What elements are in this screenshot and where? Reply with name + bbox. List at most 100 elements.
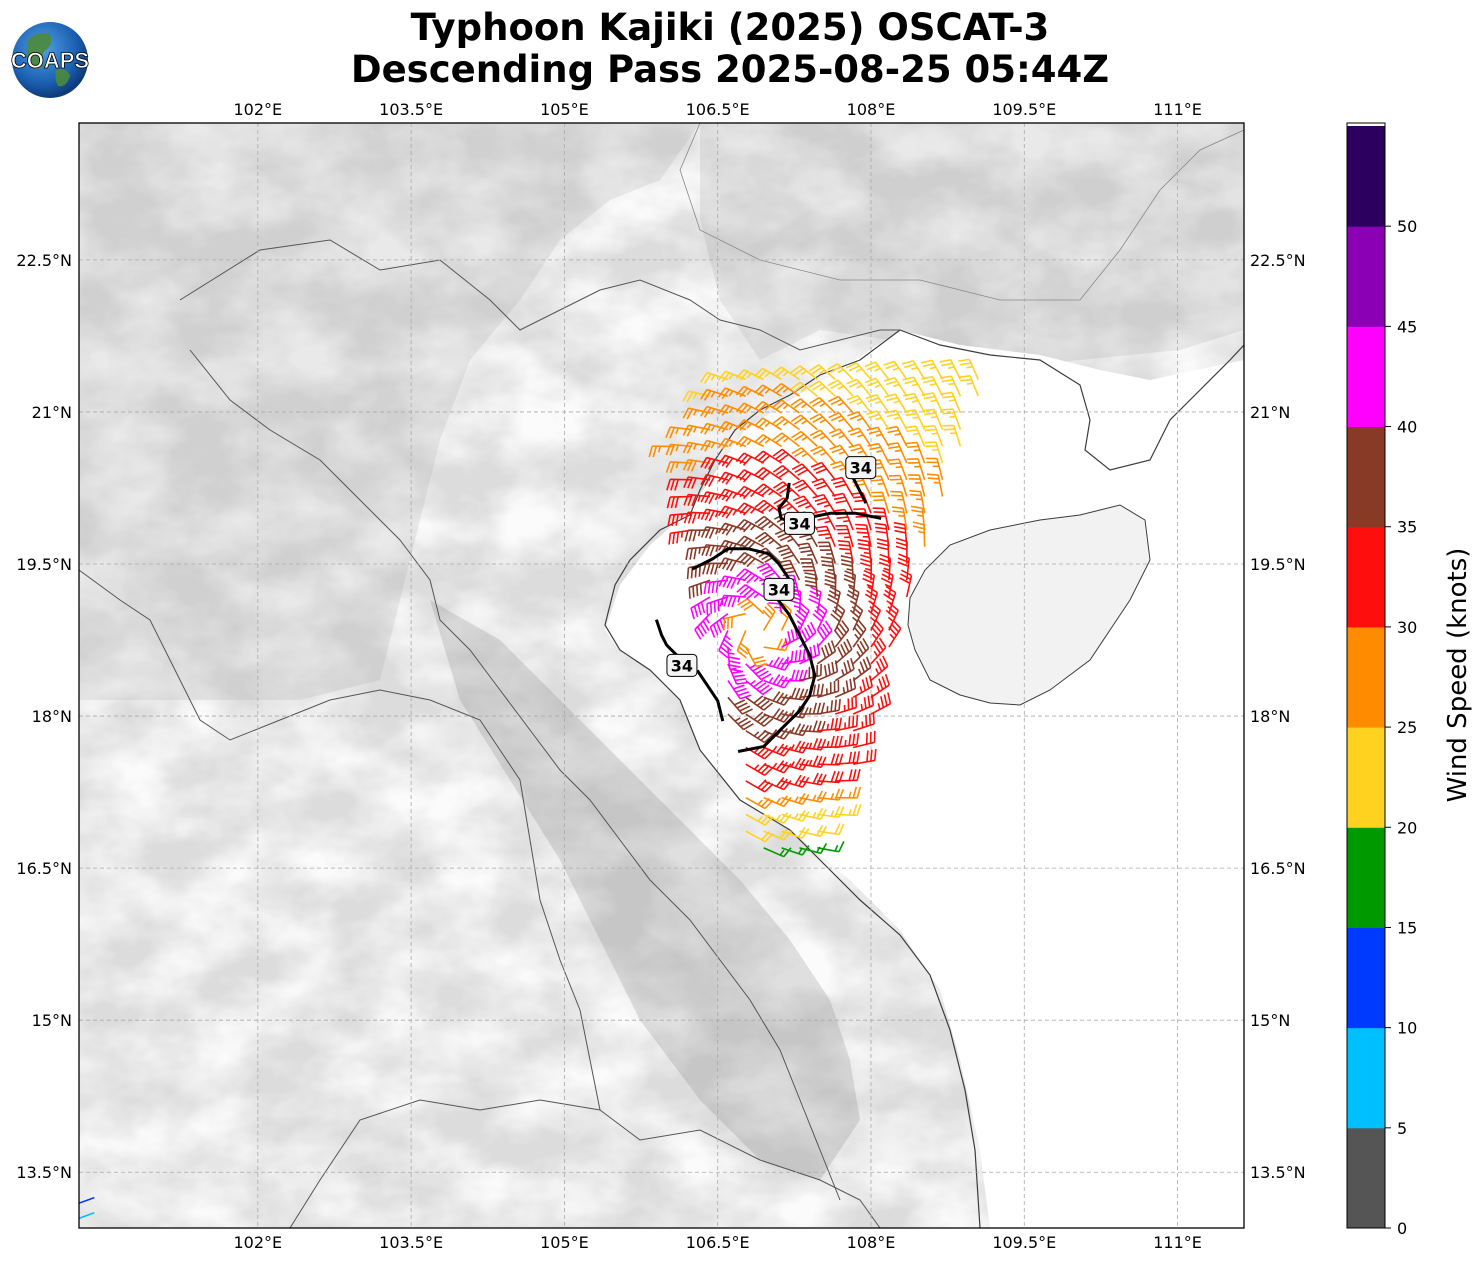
wind-barb-46 — [835, 714, 859, 732]
wind-barb-303 — [735, 369, 765, 381]
wind-barb-229 — [791, 447, 818, 464]
wind-barb-297 — [902, 376, 926, 397]
wind-barb-66 — [727, 680, 752, 700]
wind-barb-127 — [688, 579, 711, 599]
wind-barb-94 — [718, 630, 734, 659]
wind-barb-5 — [763, 828, 792, 841]
wind-barb-181 — [717, 505, 747, 519]
wind-barb-83 — [870, 637, 887, 665]
wind-barb-282 — [903, 392, 926, 414]
wind-barb-121 — [804, 572, 819, 597]
wind-barb-241 — [717, 437, 747, 450]
wind-barb-166 — [700, 526, 729, 539]
wind-barb-227 — [754, 450, 783, 464]
wind-barb-53 — [817, 698, 841, 715]
wind-barb-309 — [845, 362, 872, 381]
lon-labels-top: 102°E 103.5°E 105°E 106.5°E 108°E 109.5°E 111°… — [234, 100, 1202, 119]
wind-barb-280 — [865, 393, 890, 414]
wind-barb-265 — [866, 410, 890, 431]
contour-segment-5 — [654, 619, 678, 657]
colorbar-band-2 — [1347, 927, 1385, 1029]
wind-barb-169 — [754, 515, 783, 531]
wind-barb-54 — [834, 696, 858, 715]
wind-barb-28 — [763, 760, 792, 774]
wind-barb-233 — [867, 442, 890, 464]
wind-barb-196 — [735, 485, 765, 500]
wind-barb-144 — [776, 544, 801, 564]
wind-barb-214 — [791, 463, 818, 481]
wind-barb-168 — [735, 519, 765, 533]
wind-barb-47 — [852, 712, 875, 732]
wind-barb-55 — [852, 693, 875, 715]
wind-barb-87 — [781, 625, 802, 648]
wind-barb-151 — [685, 545, 711, 561]
colorbar-band-8 — [1347, 326, 1385, 428]
wind-barb-40 — [852, 730, 876, 749]
svg-text:34: 34 — [850, 459, 872, 478]
wind-barb-59 — [763, 691, 792, 706]
wind-barb-236 — [924, 441, 944, 464]
wind-barb-129 — [718, 575, 746, 589]
wind-barb-57 — [727, 696, 753, 715]
lat-label-right: 13.5°N — [1250, 1163, 1306, 1182]
wind-barb-56 — [870, 692, 892, 715]
wind-barb-253 — [942, 424, 962, 447]
wind-barb-147 — [837, 540, 854, 564]
wind-barb-16 — [763, 795, 792, 808]
lat-label-left: 19.5°N — [16, 555, 72, 574]
wind-barb-259 — [753, 417, 782, 431]
colorbar-band-1 — [1347, 1027, 1385, 1129]
wind-barb-124 — [862, 569, 876, 598]
wind-barb-268 — [922, 408, 944, 430]
wind-barb-24 — [799, 772, 827, 786]
wind-barb-67 — [745, 679, 773, 696]
wind-barb-190 — [890, 490, 908, 514]
wind-barb-285 — [682, 390, 711, 403]
wind-barb-281 — [884, 393, 908, 414]
wind-barb-307 — [808, 364, 836, 381]
lon-label-top: 105°E — [540, 100, 589, 119]
wind-barb-254 — [665, 426, 693, 439]
wind-barb-288 — [735, 385, 765, 398]
wind-barb-140 — [702, 562, 728, 575]
colorbar-tick-label: 45 — [1397, 317, 1417, 336]
wind-barb-88 — [798, 621, 817, 648]
wind-barb-101 — [849, 602, 864, 631]
wind-barb-105 — [709, 613, 729, 638]
wind-barb-249 — [866, 426, 890, 447]
wind-barb-239 — [682, 441, 711, 454]
lat-label-right: 21°N — [1250, 403, 1290, 422]
wind-barb-177 — [910, 505, 926, 531]
wind-barb-90 — [833, 620, 850, 648]
logo-text: COAPS — [11, 48, 89, 73]
wind-barb-296 — [883, 376, 908, 397]
wind-barb-201 — [830, 476, 854, 497]
contour-label-2: 34 — [763, 577, 795, 601]
wind-barb-194 — [700, 491, 729, 505]
wind-barb-275 — [772, 399, 800, 414]
wind-barb-30 — [799, 755, 827, 769]
wind-barb-261 — [790, 414, 818, 431]
wind-barb-136 — [860, 554, 873, 581]
wind-barb-76 — [745, 663, 772, 681]
hainan-island — [907, 504, 1151, 706]
wind-barb-215 — [810, 461, 836, 481]
colorbar-tick-label: 15 — [1397, 918, 1417, 937]
wind-barb-78 — [781, 649, 806, 665]
lat-label-right: 18°N — [1250, 707, 1290, 726]
wind-barb-165 — [684, 529, 711, 542]
wind-barb-313 — [920, 359, 944, 380]
wind-barb-204 — [888, 474, 908, 497]
wind-barb-305 — [772, 366, 800, 381]
lon-label-bottom: 105°E — [540, 1233, 589, 1252]
wind-barb-273 — [735, 402, 765, 415]
wind-barb-110 — [808, 586, 822, 614]
wind-barb-128 — [703, 579, 729, 595]
wind-barb-93 — [888, 619, 902, 648]
wind-barb-92 — [870, 619, 884, 648]
wind-barb-270 — [682, 407, 711, 420]
lon-label-bottom: 111°E — [1153, 1233, 1202, 1252]
wind-barb-95 — [736, 630, 750, 659]
colorbar-frame — [1346, 122, 1386, 1229]
lat-label-left: 22.5°N — [16, 251, 72, 270]
